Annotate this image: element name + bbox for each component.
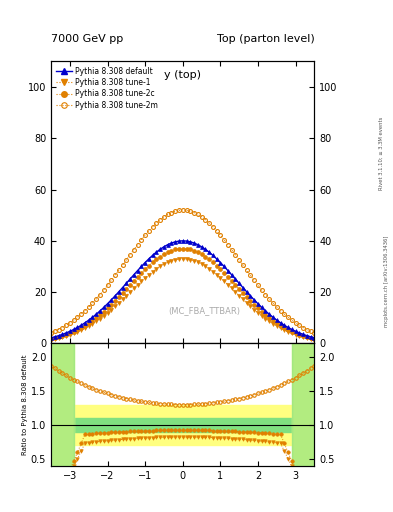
Legend: Pythia 8.308 default, Pythia 8.308 tune-1, Pythia 8.308 tune-2c, Pythia 8.308 tu: Pythia 8.308 default, Pythia 8.308 tune-… bbox=[55, 65, 159, 111]
Bar bbox=[292, 344, 314, 466]
Bar bbox=[51, 404, 314, 445]
Bar bbox=[51, 344, 73, 466]
Text: Top (parton level): Top (parton level) bbox=[217, 33, 314, 44]
Bar bbox=[292, 344, 314, 466]
Text: (MC_FBA_TTBAR): (MC_FBA_TTBAR) bbox=[168, 306, 240, 315]
Text: 7000 GeV pp: 7000 GeV pp bbox=[51, 33, 123, 44]
Text: y (top): y (top) bbox=[164, 70, 201, 80]
Y-axis label: Ratio to Pythia 8.308 default: Ratio to Pythia 8.308 default bbox=[22, 354, 28, 455]
Bar bbox=[51, 344, 73, 466]
Bar bbox=[51, 418, 314, 432]
Text: Rivet 3.1.10; ≥ 3.3M events: Rivet 3.1.10; ≥ 3.3M events bbox=[379, 117, 384, 190]
Text: mcplots.cern.ch [arXiv:1306.3436]: mcplots.cern.ch [arXiv:1306.3436] bbox=[384, 236, 389, 327]
